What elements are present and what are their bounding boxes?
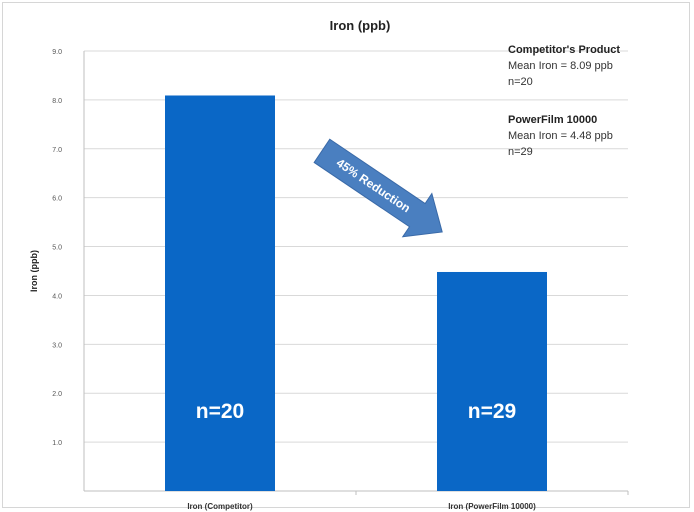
y-tick-label: 5.0 [52, 245, 62, 252]
y-tick-label: 7.0 [52, 147, 62, 154]
chart-title: Iron (ppb) [330, 18, 391, 33]
bar-label-1: n=20 [196, 400, 244, 423]
powerfilm-annotation-n: n=29 [508, 146, 533, 158]
competitor-annotation-heading: Competitor's Product [508, 44, 621, 56]
powerfilm-annotation-mean: Mean Iron = 4.48 ppb [508, 130, 613, 142]
reduction-arrow: 45% Reduction [313, 138, 443, 238]
y-tick-label: 4.0 [52, 293, 62, 300]
y-tick-label: 3.0 [52, 342, 62, 349]
competitor-annotation-mean: Mean Iron = 8.09 ppb [508, 60, 613, 72]
x-tick-label: Iron (Competitor) [187, 502, 253, 511]
y-tick-label: 8.0 [52, 98, 62, 105]
bar-2 [437, 271, 547, 491]
y-tick-label: 1.0 [52, 440, 62, 447]
arrow-icon [313, 138, 443, 238]
bar-1 [165, 95, 275, 491]
bar-label-2: n=29 [468, 400, 516, 423]
arrow-label: 45% Reduction [334, 156, 413, 216]
y-tick-label: 6.0 [52, 196, 62, 203]
y-tick-label: 9.0 [52, 49, 62, 56]
y-tick-label: 2.0 [52, 391, 62, 398]
x-tick-label: Iron (PowerFilm 10000) [448, 502, 536, 511]
chart-frame [2, 2, 690, 508]
powerfilm-annotation-heading: PowerFilm 10000 [508, 114, 598, 126]
competitor-annotation: Competitor's Product Mean Iron = 8.09 pp… [508, 42, 620, 90]
competitor-annotation-n: n=20 [508, 76, 533, 88]
y-axis-label: Iron (ppb) [29, 250, 39, 292]
powerfilm-annotation: PowerFilm 10000 Mean Iron = 4.48 ppb n=2… [508, 112, 613, 160]
